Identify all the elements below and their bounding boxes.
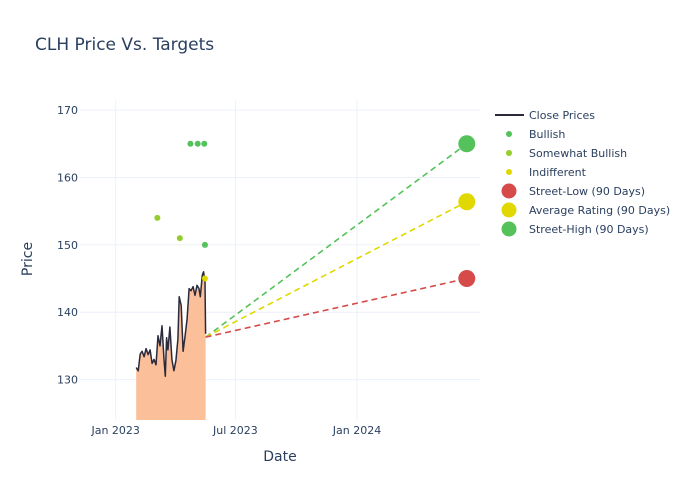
low-target-point: [458, 270, 476, 288]
legend-item: Close Prices: [495, 109, 595, 122]
legend-label: Bullish: [529, 128, 565, 141]
high-target-line: [205, 143, 468, 338]
somewhat-bullish-rating-point: [176, 235, 183, 242]
x-tick-label: Jan 2023: [90, 424, 139, 437]
legend-item: Street-High (90 Days): [501, 221, 649, 237]
legend-label: Street-Low (90 Days): [529, 185, 645, 198]
y-tick-label: 150: [57, 239, 78, 252]
average-target-point: [458, 193, 476, 211]
chart-title: CLH Price Vs. Targets: [35, 35, 214, 55]
legend-label: Street-High (90 Days): [529, 223, 649, 236]
target-points: [458, 135, 476, 288]
bullish-rating-point: [201, 241, 208, 248]
legend-swatch: [506, 131, 512, 137]
x-axis-ticks: Jan 2023 Jul 2023 Jan 2024: [90, 424, 381, 437]
low-target-line: [205, 277, 467, 338]
legend-label: Close Prices: [529, 109, 595, 122]
legend-item: Average Rating (90 Days): [501, 202, 670, 218]
y-axis-title: Price: [20, 242, 36, 276]
target-projection-lines: [205, 143, 468, 338]
y-tick-label: 130: [57, 374, 78, 387]
y-tick-label: 170: [57, 104, 78, 117]
y-tick-label: 140: [57, 306, 78, 319]
high-target-point: [458, 135, 476, 153]
plot-area: [80, 100, 480, 420]
legend-swatch: [501, 183, 517, 199]
average-target-line: [205, 201, 468, 338]
legend-swatch: [506, 150, 512, 156]
legend-label: Indifferent: [529, 166, 587, 179]
legend-item: Street-Low (90 Days): [501, 183, 645, 199]
x-tick-label: Jan 2024: [332, 424, 381, 437]
y-tick-label: 160: [57, 171, 78, 184]
bullish-rating-point: [187, 140, 194, 147]
legend-label: Average Rating (90 Days): [529, 204, 670, 217]
legend-swatch: [506, 169, 512, 175]
legend-swatch: [501, 221, 517, 237]
y-axis-ticks: 130 140 150 160 170: [57, 104, 78, 386]
grid-lines: [80, 100, 480, 420]
rating-points: [154, 140, 208, 282]
indifferent-rating-point: [201, 275, 208, 282]
legend-swatch: [501, 202, 517, 218]
legend-item: Bullish: [506, 128, 565, 141]
close-price-series: [135, 271, 207, 377]
close-price-line: [135, 271, 207, 377]
x-tick-label: Jul 2023: [212, 424, 258, 437]
legend-item: Indifferent: [506, 166, 587, 179]
bullish-rating-point: [201, 140, 208, 147]
legend: Close Prices Bullish Somewhat Bullish Indif…: [495, 109, 670, 237]
legend-label: Somewhat Bullish: [529, 147, 627, 160]
legend-item: Somewhat Bullish: [506, 147, 627, 160]
bullish-rating-point: [194, 140, 201, 147]
somewhat-bullish-rating-point: [154, 214, 161, 221]
x-axis-title: Date: [263, 449, 296, 465]
